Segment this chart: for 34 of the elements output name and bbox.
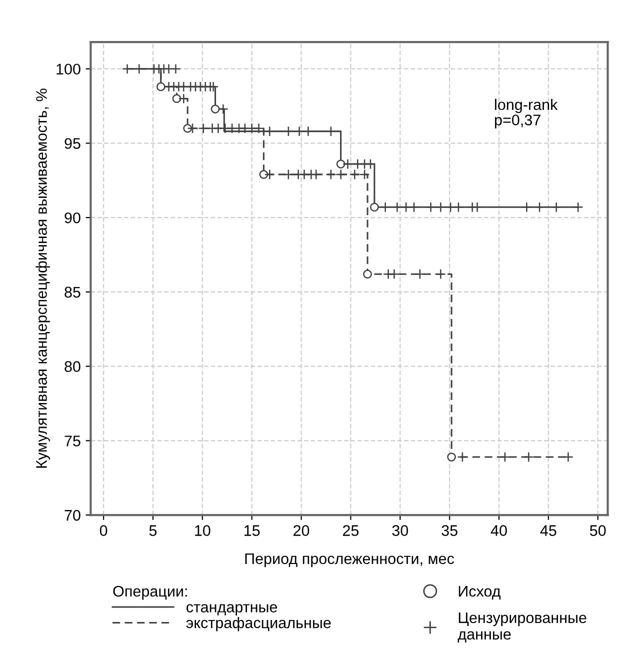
x-tick-label: 40 [490,525,507,536]
x-tick-label: 0 [100,525,108,536]
y-axis-title: Кумулятивная канцерспецифичная выживаемость, % [36,88,50,468]
annotation: long-rank p=0,37 [494,98,558,128]
legend-label: Цензурированные данные [458,612,586,642]
point [156,82,166,92]
point [172,94,182,104]
x-tick-label: 10 [195,525,210,536]
point [447,452,456,462]
x-tick-label: 30 [392,525,408,536]
point [363,270,372,279]
y-tick-label: 80 [64,361,80,372]
x-tick-label: 5 [149,525,157,536]
legend-label: Исход [458,586,501,600]
x-tick-label: 15 [244,525,260,536]
x-tick-label: 25 [342,525,359,536]
y-tick-label: 70 [64,510,80,521]
point [336,160,346,168]
point [370,202,379,212]
x-tick-label: 35 [442,525,458,536]
x-tick-label: 20 [294,525,310,536]
point [259,170,268,179]
y-tick-label: 100 [56,64,80,75]
point [210,104,220,114]
x-axis-title: Период прослеженности, мес [245,553,454,568]
y-tick-label: 95 [64,138,80,149]
x-tick-label: 45 [540,525,556,536]
y-tick-label: 75 [64,436,80,446]
legend-label: экстрафасциальные [186,617,331,632]
y-tick-label: 90 [64,212,80,224]
legend-title: Операции: [113,586,187,600]
y-tick-label: 85 [64,286,80,298]
x-tick-label: 50 [590,525,606,536]
legend-label: стандартные [186,604,278,616]
